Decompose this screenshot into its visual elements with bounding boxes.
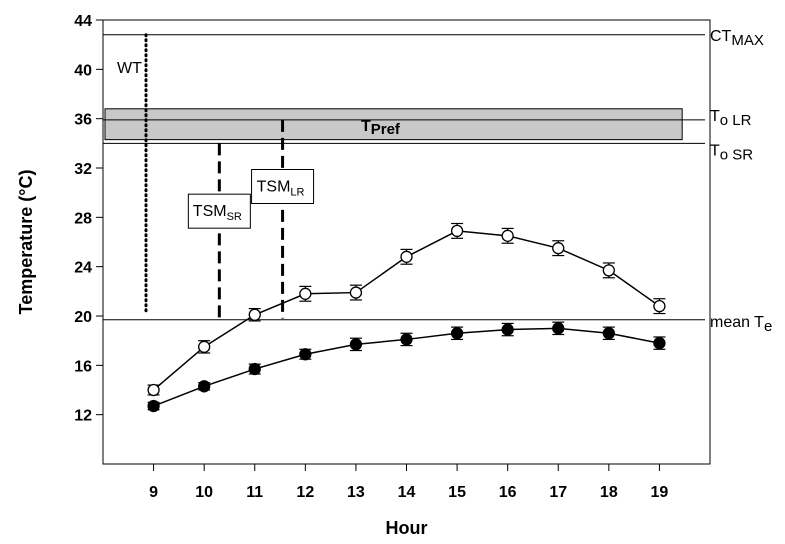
preferred-temperature-label: TPref bbox=[361, 118, 401, 138]
series-1-point-2 bbox=[248, 362, 261, 376]
series-0-point-10 bbox=[653, 299, 666, 313]
series-0-point-7 bbox=[501, 229, 514, 242]
x-tick-label-10: 19 bbox=[651, 484, 669, 501]
y-tick-label-5: 32 bbox=[74, 161, 92, 178]
x-tick-label-8: 17 bbox=[549, 484, 567, 501]
series-1-point-10 bbox=[653, 336, 666, 350]
series-0-point-9 bbox=[602, 264, 615, 277]
y-axis-title: Temperature (°C) bbox=[16, 170, 36, 315]
x-tick-label-0: 9 bbox=[149, 484, 158, 501]
series-0-point-6 bbox=[450, 224, 464, 238]
series-0-point-4 bbox=[349, 286, 363, 299]
series-1-point-6 bbox=[450, 327, 464, 340]
tsm-label-1: TSMLR bbox=[257, 179, 305, 199]
reference-label-3: mean Te bbox=[710, 314, 772, 335]
x-tick-label-9: 18 bbox=[600, 484, 618, 501]
reference-label-1: To LR bbox=[710, 108, 752, 129]
x-axis-title: Hour bbox=[386, 518, 428, 538]
series-1-point-3 bbox=[299, 348, 312, 361]
reference-label-0: CTMAX bbox=[710, 28, 764, 49]
x-tick-label-2: 11 bbox=[246, 484, 263, 501]
series-0-point-0 bbox=[147, 383, 160, 397]
series-0-point-8 bbox=[552, 242, 565, 255]
y-tick-label-6: 36 bbox=[74, 112, 92, 129]
tsm-box-0 bbox=[187, 193, 251, 229]
x-tick-label-1: 10 bbox=[195, 484, 213, 501]
x-tick-label-3: 12 bbox=[296, 484, 314, 501]
y-tick-label-4: 28 bbox=[74, 210, 92, 227]
series-0-point-3 bbox=[299, 287, 312, 300]
y-tick-label-7: 40 bbox=[74, 62, 92, 79]
tsm-box-1 bbox=[251, 169, 315, 204]
x-tick-label-6: 15 bbox=[448, 484, 466, 501]
series-1-point-5 bbox=[400, 333, 413, 346]
series-0-point-5 bbox=[400, 250, 413, 263]
y-tick-label-0: 12 bbox=[74, 408, 92, 425]
preferred-temperature-band bbox=[104, 108, 683, 141]
x-tick-label-5: 14 bbox=[398, 484, 416, 501]
x-tick-label-4: 13 bbox=[347, 484, 365, 501]
y-tick-label-2: 20 bbox=[74, 309, 92, 326]
y-tick-label-3: 24 bbox=[74, 260, 92, 277]
plot-frame bbox=[102, 19, 711, 465]
series-0-point-2 bbox=[248, 308, 261, 321]
series-1-point-4 bbox=[349, 338, 363, 351]
series-0-point-1 bbox=[198, 340, 211, 353]
tsm-label-0: TSMSR bbox=[193, 203, 242, 223]
y-tick-label-8: 44 bbox=[74, 13, 92, 30]
x-tick-label-7: 16 bbox=[499, 484, 517, 501]
series-1-point-9 bbox=[602, 327, 615, 340]
wt-label: WT bbox=[117, 60, 142, 77]
series-1-point-1 bbox=[198, 380, 211, 393]
reference-label-2: To SR bbox=[710, 143, 753, 164]
series-1-point-0 bbox=[147, 399, 160, 413]
series-1-point-8 bbox=[552, 322, 565, 335]
y-tick-label-1: 16 bbox=[74, 358, 92, 375]
series-1-point-7 bbox=[501, 323, 514, 336]
